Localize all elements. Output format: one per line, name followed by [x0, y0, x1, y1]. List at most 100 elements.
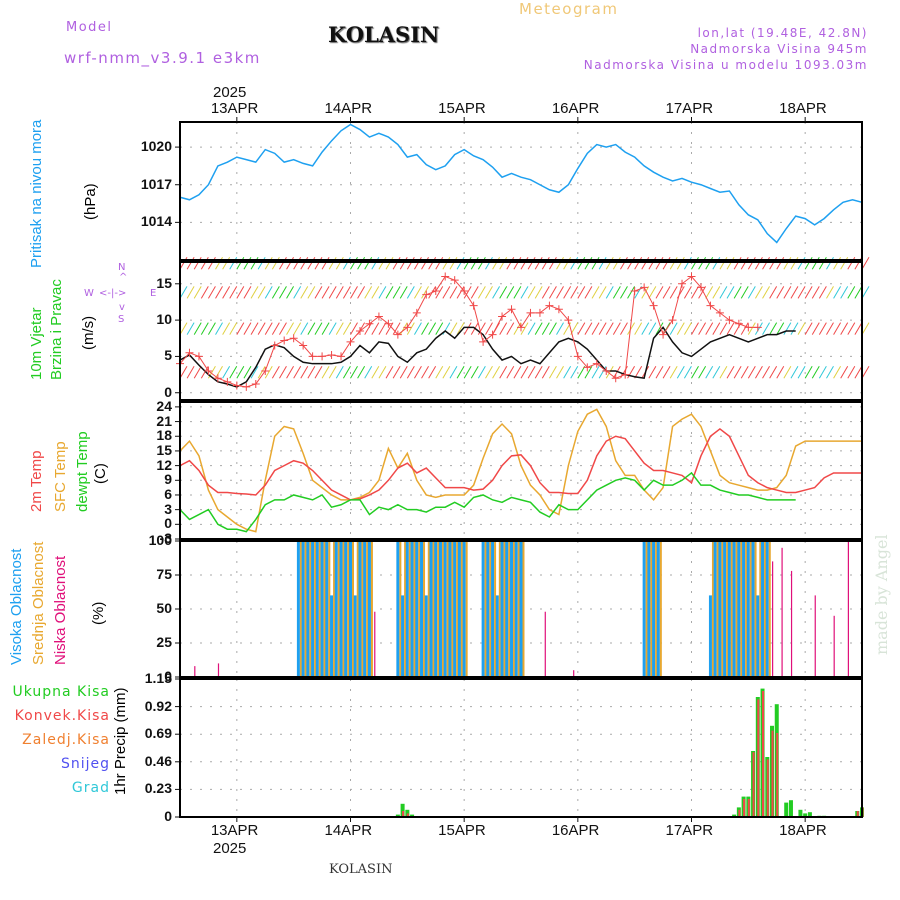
wind-barb: [328, 365, 337, 379]
high-cloud-bar: [443, 541, 447, 677]
wind-barb: [669, 365, 678, 379]
wind-barb: [861, 322, 870, 335]
wind-gust-marker: [412, 308, 421, 317]
y-tick-label: 1020: [140, 138, 172, 155]
wind-barb: [620, 286, 628, 299]
wind-barb: [342, 286, 351, 299]
low-cloud-bar: [544, 611, 546, 677]
high-cloud-bar: [330, 595, 334, 677]
wind-barb: [207, 322, 216, 335]
wind-barb: [705, 286, 714, 299]
day-tick-label: 18APR: [779, 822, 827, 839]
high-cloud-bar: [358, 541, 362, 677]
low-cloud-bar: [814, 595, 816, 677]
wind-barb: [790, 286, 799, 299]
wind-gust-marker: [261, 366, 270, 375]
wind-gust-marker: [242, 382, 251, 391]
mid-cloud-bar: [366, 541, 369, 677]
high-cloud-bar: [723, 541, 727, 677]
wind-barb: [207, 286, 216, 299]
wind-barb: [321, 286, 330, 299]
precip-conv-bar: [402, 811, 405, 817]
wind-barb: [321, 322, 330, 335]
mid-cloud-bar: [513, 541, 516, 677]
wind-barb: [627, 365, 635, 379]
wind-gust-marker: [204, 366, 213, 375]
wind-gust-marker: [573, 352, 582, 361]
wind-barb: [236, 365, 245, 379]
wind-barb: [826, 322, 834, 335]
wind-barb: [527, 322, 536, 335]
wind-barb: [499, 286, 508, 299]
wind-barb: [676, 322, 685, 335]
wind-barb: [186, 286, 195, 299]
wind-barb: [811, 286, 820, 299]
wind-barb: [634, 322, 643, 335]
wind-barb: [719, 322, 728, 335]
high-cloud-bar: [732, 541, 736, 677]
wind-gust-marker: [696, 283, 705, 292]
wind-barb: [804, 286, 813, 299]
top-year-label: 2025: [213, 84, 247, 101]
wind-barb: [612, 365, 621, 379]
wind-gust-marker: [640, 283, 649, 292]
wind-barb: [570, 365, 579, 379]
wind-barb: [307, 286, 316, 299]
y-tick-label: 25: [156, 634, 172, 650]
mid-cloud-bar: [716, 541, 719, 677]
wind-barb: [449, 286, 458, 299]
wind-barb: [357, 365, 366, 379]
wind-barb: [747, 322, 756, 335]
precip-conv-bar: [757, 699, 760, 817]
wind-gust-marker: [725, 316, 734, 325]
wind-gust-marker: [441, 272, 450, 281]
mid-cloud-bar: [484, 541, 487, 677]
wind-barb: [627, 286, 635, 299]
mid-cloud-bar: [451, 541, 454, 677]
wind-gust-marker: [469, 301, 478, 310]
wind-barb: [833, 365, 842, 379]
wind-barb: [506, 286, 515, 299]
sfc-temp-line: [179, 408, 862, 533]
mid-cloud-bar: [342, 541, 345, 677]
wind-barb: [470, 365, 479, 379]
wind-gust-marker: [479, 337, 488, 346]
wind-barb: [783, 365, 792, 379]
elevation: Nadmorska Visina 945m: [690, 42, 868, 56]
wind-barb: [250, 286, 259, 299]
high-cloud-bar: [457, 541, 461, 677]
wind-barb: [556, 286, 564, 299]
precip-total-bar: [798, 809, 803, 817]
pressure-line: [179, 123, 863, 244]
wind-barb: [357, 286, 366, 299]
panel-frame: [179, 540, 863, 678]
wind-barb: [300, 365, 309, 379]
wind-barb: [705, 322, 714, 335]
high-cloud-bar: [647, 541, 651, 677]
wind-barb: [556, 365, 564, 379]
wind-barb: [350, 322, 358, 335]
day-tick-label: 14APR: [324, 822, 373, 839]
mid-cloud-bar: [427, 541, 430, 677]
wind-barb: [463, 322, 472, 335]
wind-barb: [449, 322, 458, 335]
wind-barb: [641, 322, 650, 335]
high-cloud-bar: [367, 541, 371, 677]
wind-gust-marker: [346, 337, 355, 346]
mid-cloud-bar: [650, 541, 653, 677]
high-cloud-bar: [462, 541, 466, 677]
wind-barb: [691, 365, 699, 379]
mid-cloud-bar: [730, 541, 733, 677]
wind-barb: [179, 365, 188, 379]
wind-barb: [371, 365, 380, 379]
wind-barb: [435, 322, 444, 335]
mid-cloud-bar: [508, 541, 511, 677]
wind-barb: [385, 365, 394, 379]
wind-gust-marker: [535, 308, 544, 317]
wind-gust-marker: [715, 308, 724, 317]
high-cloud-bar: [306, 541, 310, 677]
high-cloud-bar: [491, 541, 495, 677]
high-cloud-bar: [296, 541, 300, 677]
high-cloud-bar: [315, 541, 319, 677]
wind-barb: [847, 322, 856, 335]
